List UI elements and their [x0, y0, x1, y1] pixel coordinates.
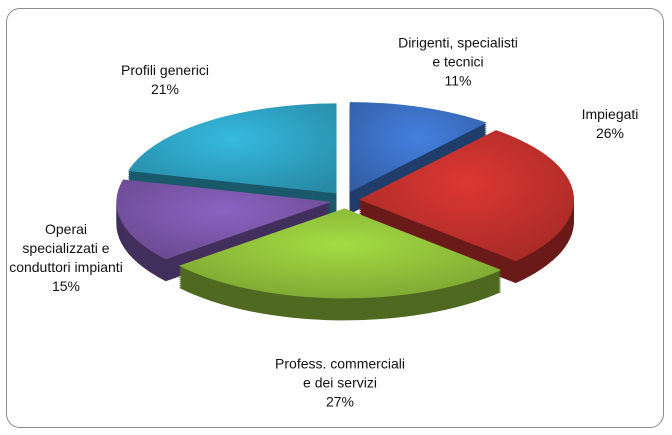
slice [349, 102, 487, 193]
data-label: Profess. commerciali e dei servizi 27% [275, 355, 405, 412]
category-label: Impiegati [581, 106, 639, 122]
chart-frame [6, 8, 664, 428]
category-label: Profili generici [121, 62, 209, 78]
category-label: Operai specializzati e conduttori impian… [9, 221, 123, 275]
data-label: Impiegati 26% [565, 105, 655, 143]
value-label: 11% [444, 72, 472, 89]
category-label: Profess. commerciali e dei servizi [275, 355, 405, 391]
slice [116, 179, 332, 260]
value-label: 15% [51, 278, 81, 294]
slice [358, 130, 574, 262]
slice [128, 103, 337, 194]
data-label: Dirigenti, specialisti e tecnici 11% [398, 34, 518, 91]
value-label: 26% [595, 125, 625, 141]
value-label: 27% [325, 393, 355, 410]
data-label: Profili generici 21% [95, 61, 235, 99]
category-label: Dirigenti, specialisti e tecnici [398, 34, 518, 70]
slice [178, 208, 502, 299]
data-label: Operai specializzati e conduttori impian… [6, 220, 126, 296]
value-label: 21% [150, 81, 180, 97]
